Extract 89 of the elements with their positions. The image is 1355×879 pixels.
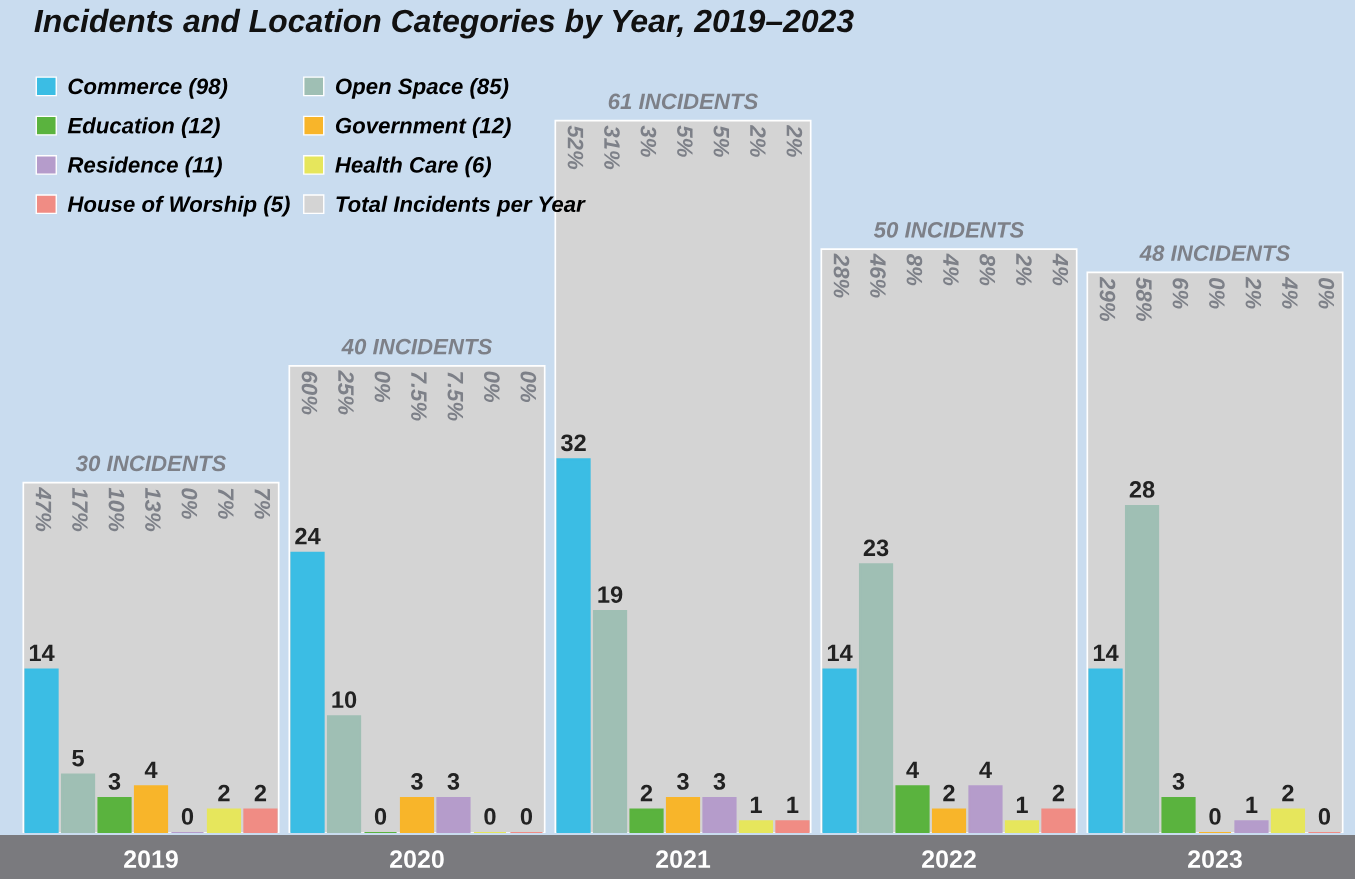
annotation: 52% bbox=[567, 125, 584, 170]
annotation: 48 INCIDENTS bbox=[1139, 245, 1291, 262]
x-tick-label: 2023 bbox=[1188, 850, 1242, 869]
legend-label: Commerce (98) bbox=[68, 77, 228, 99]
annotation: 0% bbox=[520, 371, 537, 403]
x-tick-label: 2022 bbox=[922, 850, 976, 869]
data-label: 2 bbox=[640, 784, 653, 802]
annotation: 0% bbox=[1209, 278, 1225, 309]
annotation: 2% bbox=[750, 124, 766, 157]
annotation: 13% bbox=[145, 487, 161, 532]
data-label: 5 bbox=[72, 749, 84, 767]
data-label: 10 bbox=[332, 691, 357, 709]
annotation: 2% bbox=[1245, 276, 1262, 309]
annotation: 10% bbox=[108, 487, 125, 532]
annotation: 0% bbox=[483, 371, 500, 403]
annotation: 5% bbox=[677, 125, 693, 157]
annotation: 8% bbox=[906, 254, 923, 286]
annotation: 8% bbox=[979, 254, 996, 286]
annotation: 30 INCIDENTS bbox=[75, 455, 227, 472]
annotation: 4% bbox=[1282, 276, 1298, 309]
data-label: 3 bbox=[410, 773, 423, 790]
data-label: 4 bbox=[906, 761, 919, 778]
annotation: 7.5% bbox=[411, 372, 427, 421]
legend-label: Health Care (6) bbox=[335, 156, 492, 178]
data-label: 1 bbox=[750, 796, 762, 813]
annotation: 5% bbox=[713, 125, 730, 157]
annotation: 40 INCIDENTS bbox=[341, 338, 493, 355]
annotation: 2% bbox=[1016, 253, 1032, 286]
data-label: 24 bbox=[295, 527, 321, 545]
data-label: 2 bbox=[254, 784, 267, 802]
data-label: 0 bbox=[520, 808, 533, 825]
annotation: 31% bbox=[604, 125, 620, 170]
legend-label: Government (12) bbox=[335, 117, 511, 138]
annotation: 47% bbox=[35, 486, 52, 532]
data-label: 0 bbox=[1209, 808, 1221, 825]
data-label: 1 bbox=[1016, 796, 1028, 813]
data-label: 14 bbox=[827, 644, 853, 662]
annotation: 3% bbox=[640, 125, 657, 157]
chart-title: Incidents and Location Categories by Year, 2019–2023 bbox=[34, 8, 854, 39]
data-label: 2 bbox=[218, 784, 230, 802]
annotation: 7.5% bbox=[447, 372, 464, 421]
data-label: 2 bbox=[1052, 784, 1065, 802]
data-label: 0 bbox=[181, 808, 194, 825]
data-label: 28 bbox=[1129, 481, 1155, 498]
data-label: 19 bbox=[598, 586, 623, 603]
annotation: 6% bbox=[1172, 278, 1189, 309]
data-label: 0 bbox=[374, 808, 387, 825]
annotation: 29% bbox=[1099, 276, 1116, 321]
annotation: 4% bbox=[943, 253, 959, 286]
data-label: 3 bbox=[447, 773, 460, 790]
data-label: 1 bbox=[787, 796, 799, 813]
annotation: 25% bbox=[338, 370, 354, 415]
data-label: 1 bbox=[1246, 796, 1258, 813]
x-tick-label: 2019 bbox=[124, 850, 178, 869]
legend-label: Education (12) bbox=[67, 117, 220, 138]
legend-label: Open Space (85) bbox=[335, 77, 509, 99]
annotation: 58% bbox=[1136, 277, 1152, 321]
annotation: 2% bbox=[786, 124, 803, 157]
annotation: 28% bbox=[833, 253, 850, 298]
data-label: 14 bbox=[1093, 644, 1119, 662]
annotation: 0% bbox=[181, 488, 198, 519]
data-label: 4 bbox=[144, 761, 158, 778]
annotation: 7% bbox=[254, 488, 271, 519]
data-label: 3 bbox=[713, 773, 726, 790]
data-label: 0 bbox=[1318, 808, 1331, 825]
annotation: 50 INCIDENTS bbox=[873, 221, 1025, 238]
annotation: 7% bbox=[218, 488, 234, 519]
annotation: 61 INCIDENTS bbox=[608, 93, 759, 110]
data-label: 3 bbox=[108, 773, 121, 790]
x-tick-label: 2020 bbox=[390, 850, 444, 869]
annotation: 0% bbox=[374, 371, 391, 403]
annotation: 60% bbox=[301, 371, 318, 415]
annotation: 4% bbox=[1052, 253, 1069, 286]
annotation: 17% bbox=[72, 487, 88, 532]
data-label: 0 bbox=[484, 808, 496, 825]
data-label: 3 bbox=[676, 773, 689, 790]
data-label: 4 bbox=[979, 761, 992, 778]
legend-label: Total Incidents per Year bbox=[336, 195, 586, 217]
data-label: 2 bbox=[943, 784, 955, 802]
x-tick-label: 2021 bbox=[656, 850, 711, 869]
legend-label: House of Worship (5) bbox=[67, 195, 290, 217]
annotation: 0% bbox=[1318, 278, 1335, 309]
annotation: 46% bbox=[870, 253, 886, 298]
legend-label: Residence (11) bbox=[67, 156, 222, 178]
data-label: 23 bbox=[863, 539, 889, 557]
data-label: 3 bbox=[1172, 773, 1185, 790]
data-label: 14 bbox=[29, 644, 55, 662]
data-label: 32 bbox=[560, 434, 586, 452]
data-label: 2 bbox=[1282, 784, 1294, 802]
